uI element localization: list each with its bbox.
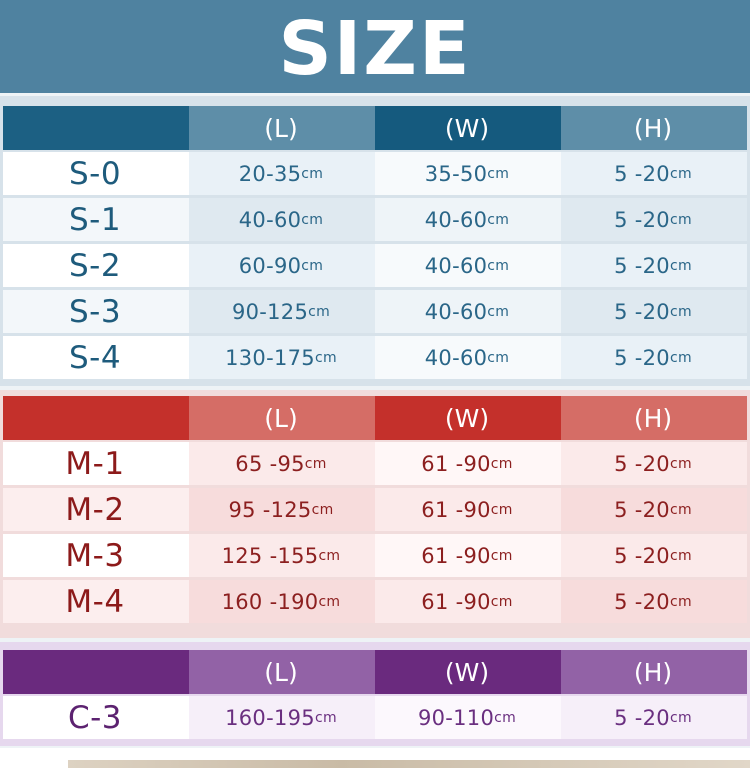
size-label: S-1 — [3, 198, 189, 241]
width-value: 40-60 cm — [375, 290, 561, 333]
table-row: M-2 95 -125 cm 61 -90 cm 5 -20 cm — [3, 488, 747, 531]
table-row: S-1 40-60 cm 40-60 cm 5 -20 cm — [3, 198, 747, 241]
height-value: 5 -20 cm — [561, 336, 747, 379]
size-label: C-3 — [3, 696, 189, 739]
height-value: 5 -20 cm — [561, 580, 747, 623]
height-value: 5 -20 cm — [561, 488, 747, 531]
size-label: S-0 — [3, 152, 189, 195]
height-value: 5 -20 cm — [561, 696, 747, 739]
length-value: 130-175 cm — [189, 336, 375, 379]
length-value: 160 -190 cm — [189, 580, 375, 623]
size-label: S-2 — [3, 244, 189, 287]
table-row: S-4 130-175 cm 40-60 cm 5 -20 cm — [3, 336, 747, 379]
size-table-c: (L) (W) (H) C-3 160-195 cm 90-110 cm 5 -20… — [0, 642, 750, 746]
table-row: M-1 65 -95 cm 61 -90 cm 5 -20 cm — [3, 442, 747, 485]
table-row: S-0 20-35 cm 35-50 cm 5 -20 cm — [3, 152, 747, 195]
size-table-m: (L) (W) (H) M-1 65 -95 cm 61 -90 cm 5 -20 c… — [0, 390, 750, 638]
header-length: (L) — [189, 650, 375, 694]
table-row: M-3 125 -155 cm 61 -90 cm 5 -20 cm — [3, 534, 747, 577]
header-length: (L) — [189, 106, 375, 150]
width-value: 61 -90 cm — [375, 488, 561, 531]
table-row: M-4 160 -190 cm 61 -90 cm 5 -20 cm — [3, 580, 747, 623]
size-label: S-3 — [3, 290, 189, 333]
size-label: M-2 — [3, 488, 189, 531]
length-value: 160-195 cm — [189, 696, 375, 739]
width-value: 40-60 cm — [375, 244, 561, 287]
height-value: 5 -20 cm — [561, 442, 747, 485]
header-width: (W) — [375, 396, 561, 440]
length-value: 40-60 cm — [189, 198, 375, 241]
length-value: 95 -125 cm — [189, 488, 375, 531]
header-width: (W) — [375, 650, 561, 694]
length-value: 65 -95 cm — [189, 442, 375, 485]
table-row: S-3 90-125 cm 40-60 cm 5 -20 cm — [3, 290, 747, 333]
header-height: (H) — [561, 650, 747, 694]
width-value: 61 -90 cm — [375, 534, 561, 577]
title-banner: SIZE — [0, 0, 750, 93]
length-value: 60-90 cm — [189, 244, 375, 287]
header-blank-cell — [3, 396, 189, 440]
width-value: 35-50 cm — [375, 152, 561, 195]
page-title: SIZE — [278, 5, 472, 92]
table-header-row: (L) (W) (H) — [3, 396, 747, 440]
size-table-s: (L) (W) (H) S-0 20-35 cm 35-50 cm 5 -20 cm … — [0, 96, 750, 386]
height-value: 5 -20 cm — [561, 290, 747, 333]
size-label: S-4 — [3, 336, 189, 379]
header-length: (L) — [189, 396, 375, 440]
height-value: 5 -20 cm — [561, 244, 747, 287]
table-row: S-2 60-90 cm 40-60 cm 5 -20 cm — [3, 244, 747, 287]
height-value: 5 -20 cm — [561, 534, 747, 577]
width-value: 40-60 cm — [375, 336, 561, 379]
height-value: 5 -20 cm — [561, 198, 747, 241]
width-value: 90-110 cm — [375, 696, 561, 739]
width-value: 61 -90 cm — [375, 442, 561, 485]
table-header-row: (L) (W) (H) — [3, 106, 747, 150]
product-photo-edge — [68, 760, 750, 768]
size-label: M-4 — [3, 580, 189, 623]
size-label: M-3 — [3, 534, 189, 577]
length-value: 90-125 cm — [189, 290, 375, 333]
width-value: 61 -90 cm — [375, 580, 561, 623]
header-height: (H) — [561, 396, 747, 440]
header-blank-cell — [3, 106, 189, 150]
header-width: (W) — [375, 106, 561, 150]
header-blank-cell — [3, 650, 189, 694]
table-header-row: (L) (W) (H) — [3, 650, 747, 694]
header-height: (H) — [561, 106, 747, 150]
table-row: C-3 160-195 cm 90-110 cm 5 -20 cm — [3, 696, 747, 739]
width-value: 40-60 cm — [375, 198, 561, 241]
size-label: M-1 — [3, 442, 189, 485]
length-value: 20-35 cm — [189, 152, 375, 195]
length-value: 125 -155 cm — [189, 534, 375, 577]
height-value: 5 -20 cm — [561, 152, 747, 195]
